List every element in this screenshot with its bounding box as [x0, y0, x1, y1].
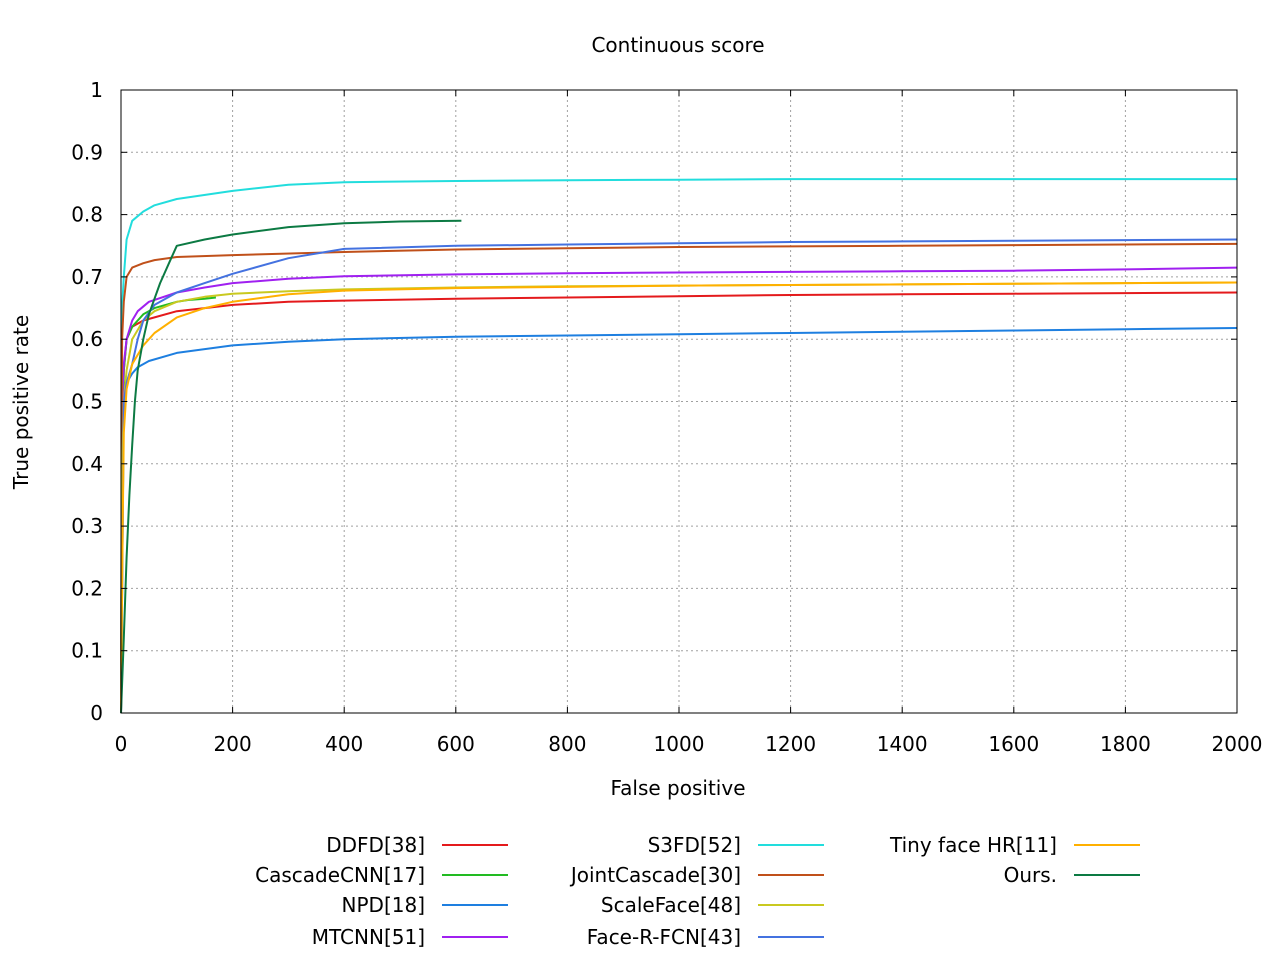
legend-label: Face-R-FCN[43]: [587, 925, 741, 949]
legend-label: JointCascade[30]: [569, 863, 741, 887]
y-tick-labels: 0 0.1 0.2 0.3 0.4 0.5 0.6 0.7 0.8 0.9 1: [71, 78, 1237, 725]
series-line: [120, 238, 1238, 714]
y-tick-label: 0.9: [71, 140, 103, 164]
series-line: [120, 242, 1238, 714]
legend-label: MTCNN[51]: [312, 925, 425, 949]
legend-label: Ours.: [1004, 863, 1057, 887]
legend-label: NPD[18]: [342, 893, 425, 917]
series-line: [120, 178, 1237, 714]
series-line: [120, 281, 1238, 714]
y-tick-label: 0.6: [71, 327, 103, 351]
x-tick-label: 200: [214, 732, 252, 756]
x-tick-label: 1000: [654, 732, 705, 756]
y-tick-label: 1: [90, 78, 103, 102]
x-tick-label: 800: [548, 732, 586, 756]
y-tick-label: 0.7: [71, 265, 103, 289]
y-tick-label: 0.5: [71, 390, 103, 414]
legend-label: DDFD[38]: [326, 833, 425, 857]
y-tick-label: 0.2: [71, 576, 103, 600]
x-tick-label: 2000: [1212, 732, 1263, 756]
y-axis-label: True positive rate: [9, 315, 33, 490]
series-line: [120, 266, 1238, 714]
y-tick-label: 0.8: [71, 203, 103, 227]
x-tick-label: 0: [115, 732, 128, 756]
x-tick-label: 600: [437, 732, 475, 756]
series-line: [120, 327, 1238, 714]
x-axis-label: False positive: [610, 776, 745, 800]
legend: DDFD[38] CascadeCNN[17] NPD[18] MTCNN[51] S3…: [255, 833, 1140, 949]
y-tick-label: 0.4: [71, 452, 103, 476]
y-tick-label: 0.3: [71, 514, 103, 538]
x-tick-label: 1200: [765, 732, 816, 756]
x-tick-label: 400: [325, 732, 363, 756]
x-tick-label: 1400: [877, 732, 928, 756]
legend-label: S3FD[52]: [648, 833, 741, 857]
y-tick-label: 0.1: [71, 639, 103, 663]
y-tick-label: 0: [90, 701, 103, 725]
series-line: [120, 219, 462, 714]
series-line: [120, 281, 1238, 714]
x-tick-labels: 0 200 400 600 800 1000 1200 1400 1600 1800 2000: [115, 90, 1263, 756]
legend-label: CascadeCNN[17]: [255, 863, 425, 887]
series-lines: [120, 178, 1238, 714]
x-tick-label: 1800: [1100, 732, 1151, 756]
legend-label: ScaleFace[48]: [601, 893, 741, 917]
grid: [121, 90, 1237, 713]
x-tick-label: 1600: [988, 732, 1039, 756]
legend-label: Tiny face HR[11]: [889, 833, 1057, 857]
chart-title: Continuous score: [591, 33, 764, 57]
